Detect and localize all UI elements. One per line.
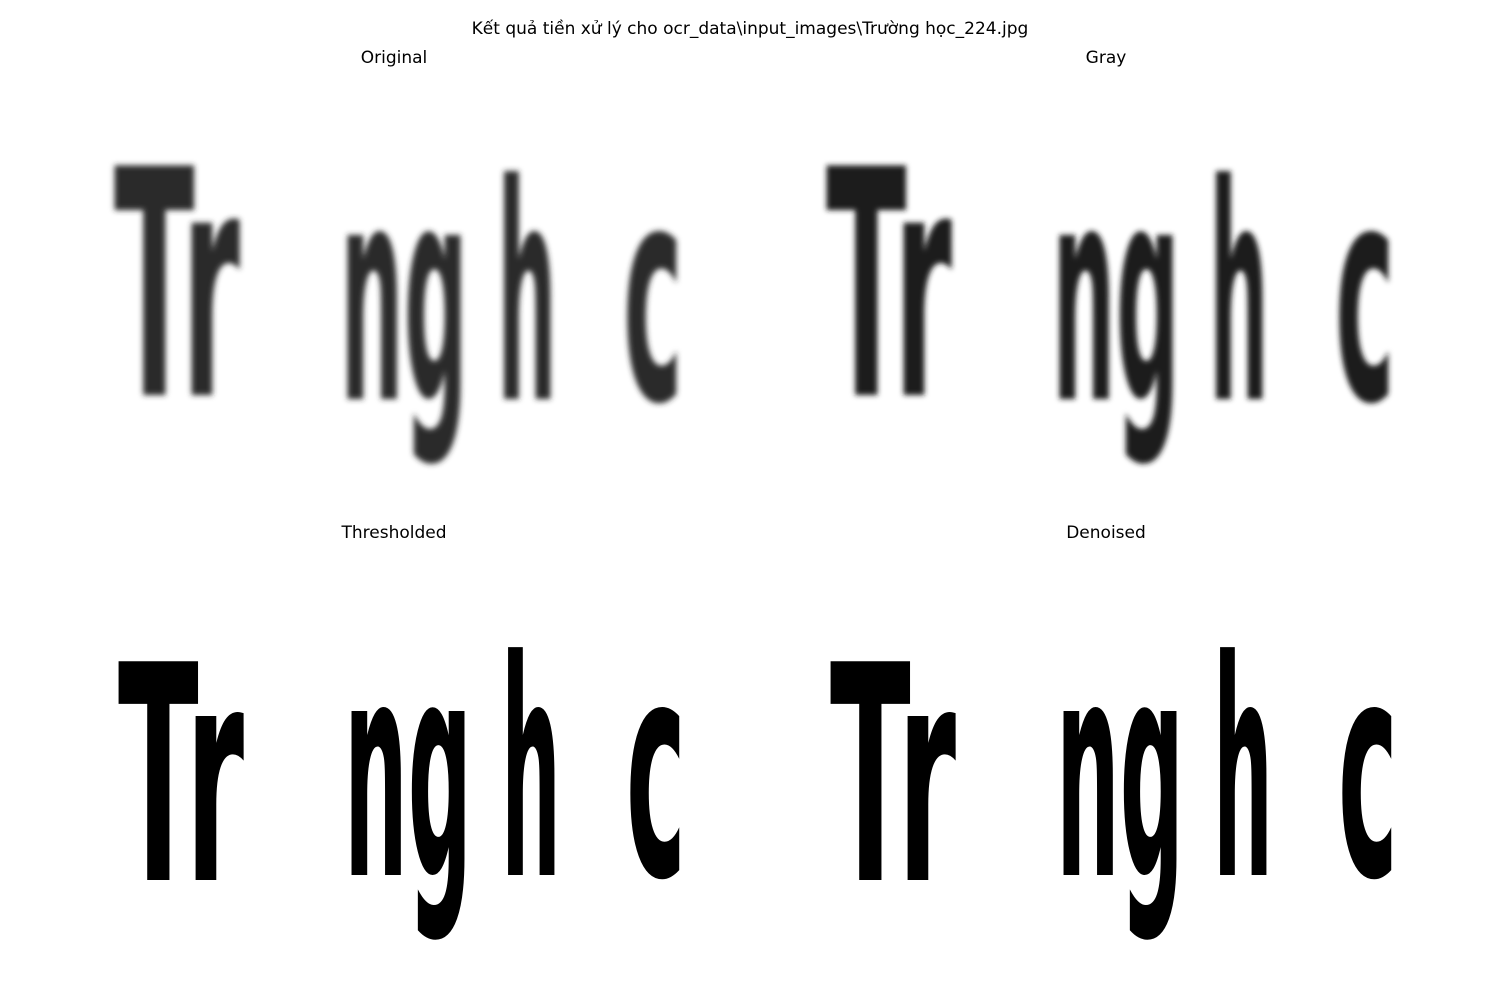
text-binary-group: Tr ng h c <box>118 597 686 951</box>
text-segment-c: c <box>626 597 686 946</box>
text-segment-c: c <box>623 121 683 470</box>
thresholded-image: Tr ng h c <box>118 597 686 951</box>
denoised-image: Tr ng h c <box>830 597 1398 951</box>
panel-title-gray: Gray <box>1085 48 1127 68</box>
text-segment-tr: Tr <box>830 602 957 951</box>
text-segment-ng: ng <box>1056 597 1184 946</box>
text-segment-ng: ng <box>344 597 472 946</box>
figure-title: Kết quả tiền xử lý cho ocr_data\input_im… <box>471 19 1029 39</box>
text-segment-tr: Tr <box>826 102 953 470</box>
text-segment-tr: Tr <box>114 102 241 470</box>
panel-title-denoised: Denoised <box>1066 523 1146 543</box>
text-segment-h: h <box>497 121 557 470</box>
text-segment-h: h <box>501 597 561 946</box>
original-image: Tr ng h c <box>114 102 683 470</box>
panel-title-original: Original <box>360 48 428 68</box>
text-segment-c: c <box>1335 121 1395 470</box>
text-segment-ng: ng <box>340 121 468 470</box>
text-segment-ng: ng <box>1052 121 1180 470</box>
text-segment-h: h <box>1213 597 1273 946</box>
text-gray-group: Tr ng h c <box>826 102 1395 470</box>
text-segment-h: h <box>1209 121 1269 470</box>
text-segment-tr: Tr <box>118 602 245 951</box>
panel-title-thresholded: Thresholded <box>341 523 447 543</box>
image-panel-gray: Tr ng h c <box>806 84 1406 504</box>
text-blurred-group: Tr ng h c <box>114 102 683 470</box>
image-panel-denoised: Tr ng h c <box>806 560 1406 980</box>
image-panel-thresholded: Tr ng h c <box>96 560 696 980</box>
image-panel-original: Tr ng h c <box>96 84 696 504</box>
text-binary-group: Tr ng h c <box>830 597 1398 951</box>
text-segment-c: c <box>1338 597 1398 946</box>
gray-image: Tr ng h c <box>826 102 1395 470</box>
